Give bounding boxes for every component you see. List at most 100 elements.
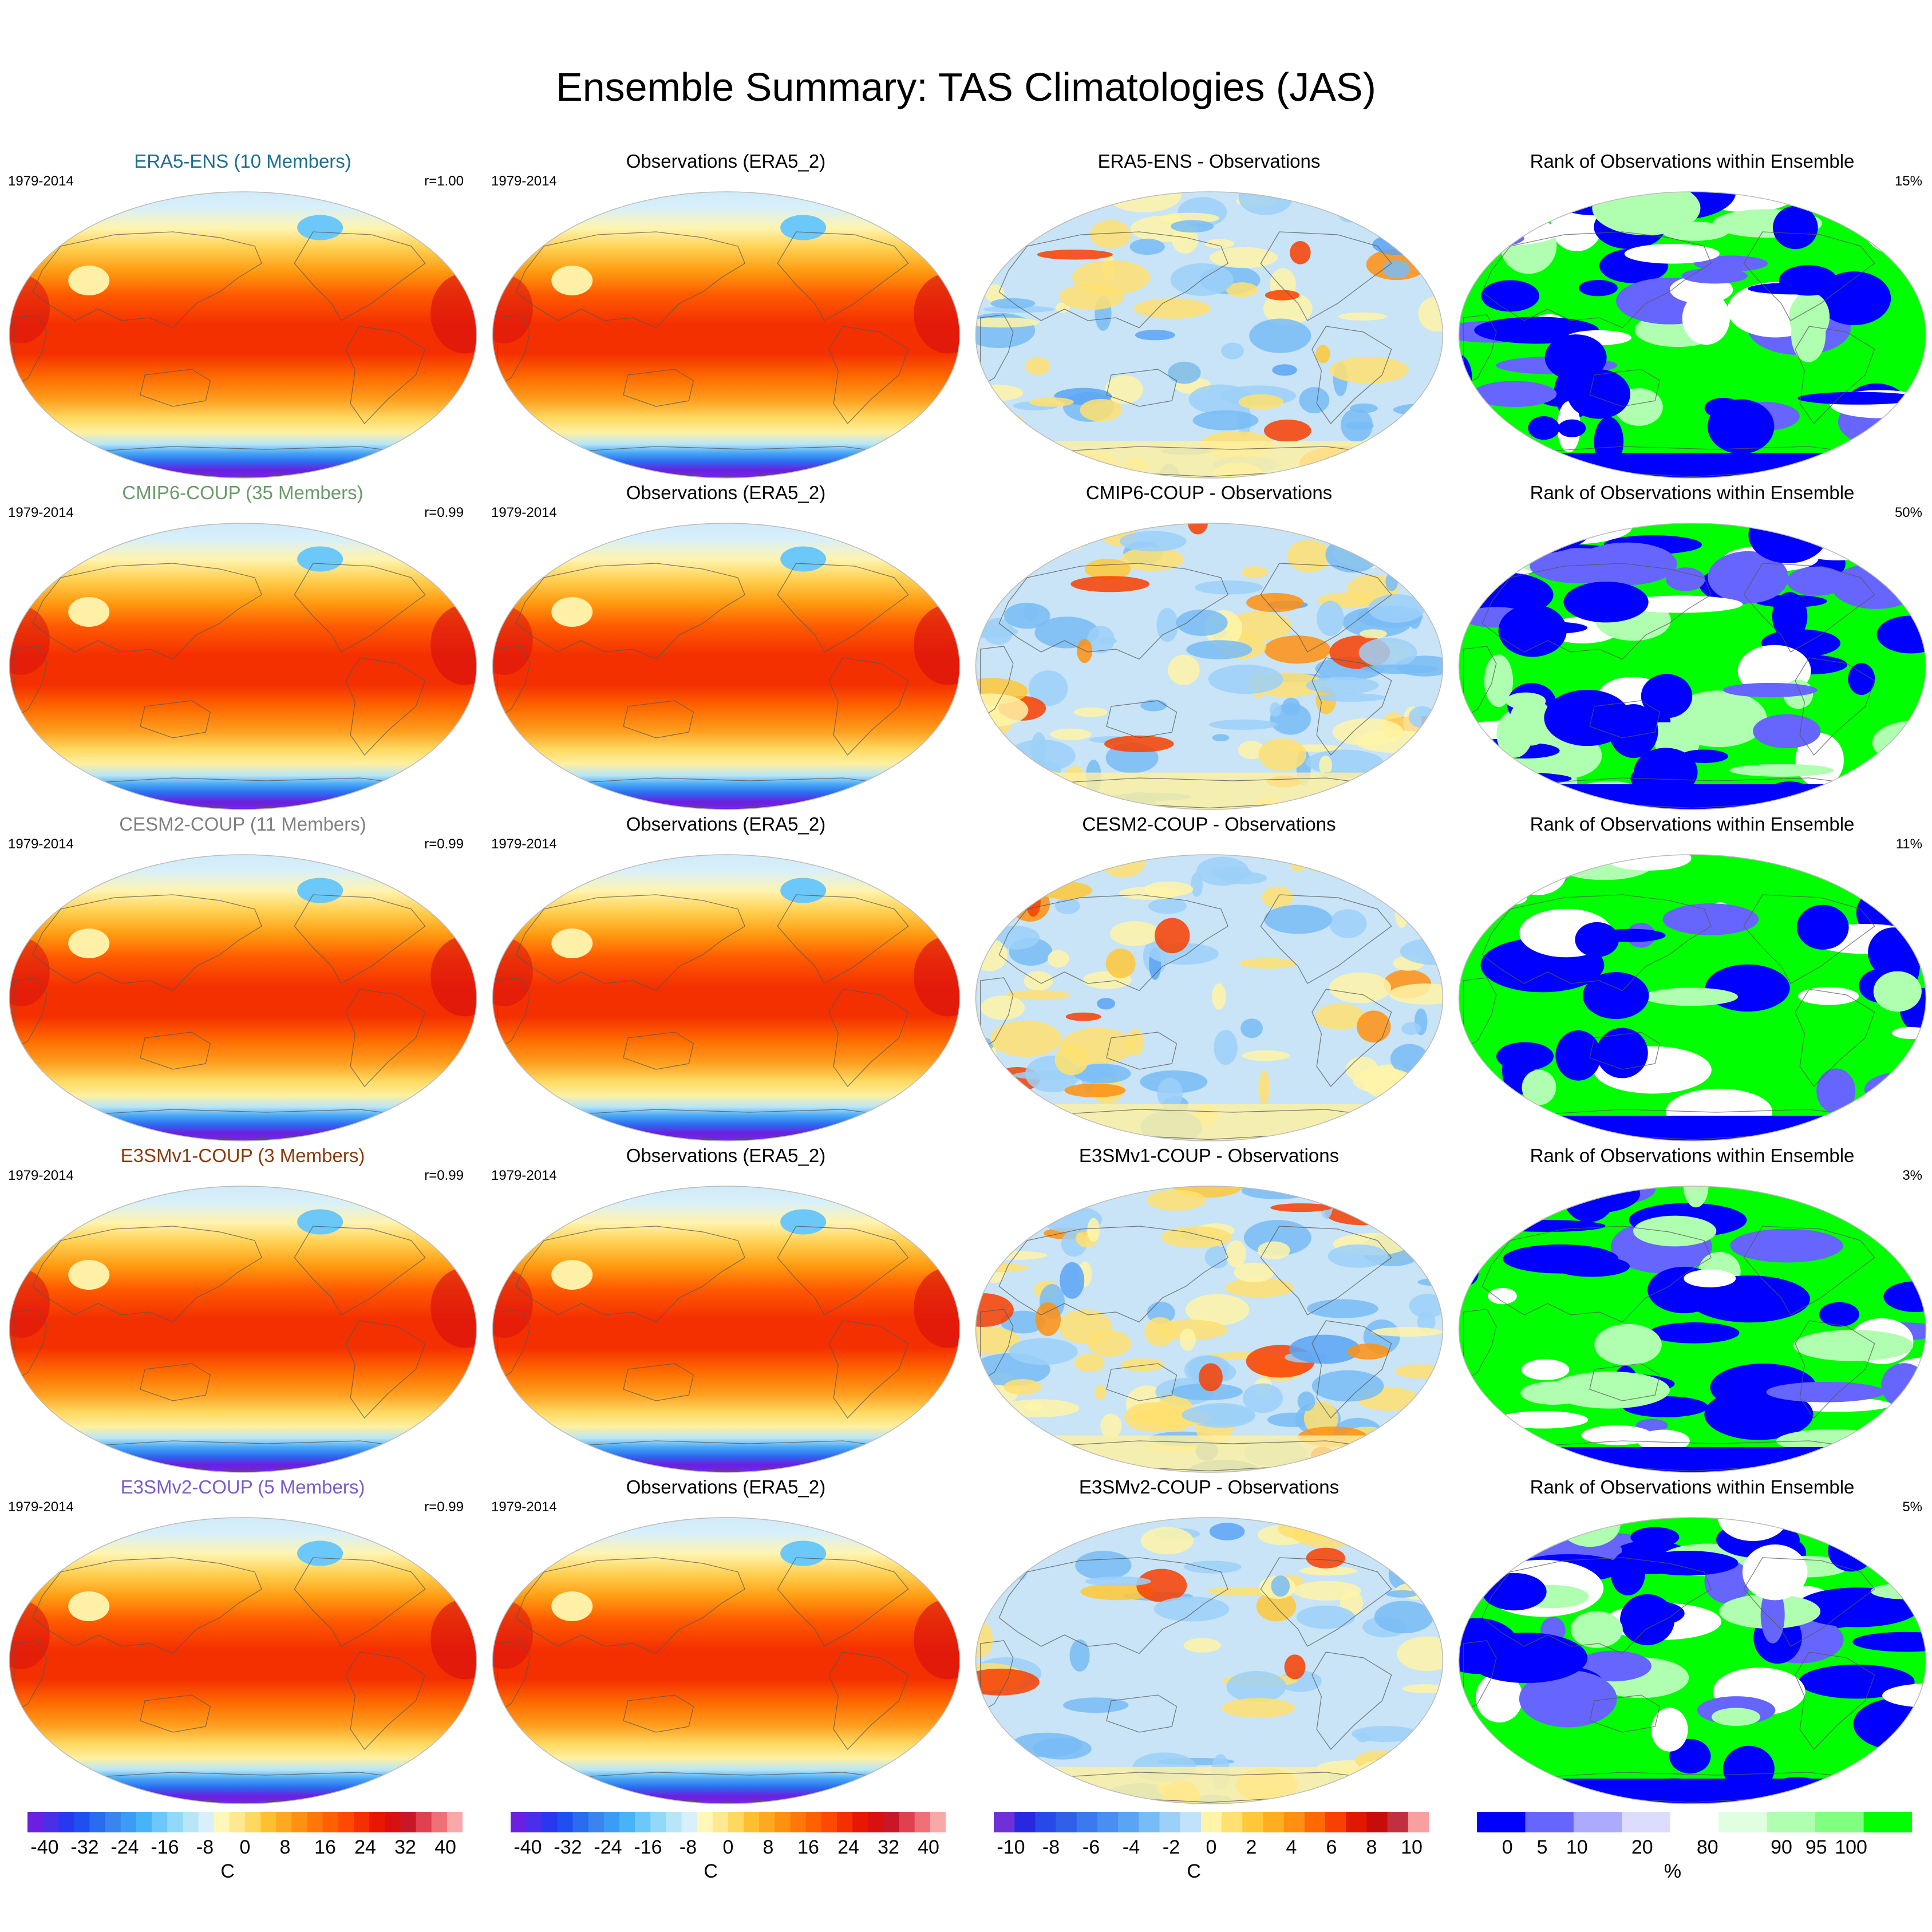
colorbar-swatch xyxy=(1622,1812,1671,1832)
colorbar-swatch xyxy=(369,1812,385,1832)
colorbar-swatch xyxy=(43,1812,59,1832)
colorbar-2: -40 -32 -24 -16 -8 0 8 16 24 32 40 C xyxy=(511,1812,946,1882)
colorbar-swatch xyxy=(899,1812,915,1832)
correlation-label: r=0.99 xyxy=(424,1168,464,1183)
colorbar-tick-label: -24 xyxy=(110,1836,139,1858)
colorbar-3: -10 -8 -6 -4 -2 0 2 4 6 8 10 C xyxy=(994,1812,1429,1882)
colorbar-tick-label: 8 xyxy=(279,1836,291,1858)
panel-title: E3SMv1-COUP - Observations xyxy=(1078,1145,1340,1166)
panel-title: Rank of Observations within Ensemble xyxy=(1530,813,1855,835)
colorbar-swatch xyxy=(307,1812,323,1832)
colorbar-tick-label: 100 xyxy=(1835,1836,1867,1858)
colorbar-tick-label: 0 xyxy=(1206,1836,1217,1858)
colorbar-swatch xyxy=(681,1812,698,1832)
colorbar-swatch xyxy=(198,1812,215,1832)
tas-map xyxy=(492,854,961,1141)
panel-diff-4: E3SMv1-COUP - Observations xyxy=(969,1144,1449,1473)
panel-title: Observations (ERA5_2) xyxy=(626,151,826,172)
colorbar-tick-label: 0 xyxy=(239,1836,251,1858)
correlation-label: r=0.99 xyxy=(424,1499,464,1515)
colorbar-tick-label: -8 xyxy=(679,1836,697,1858)
panel-model-3: CESM2-COUP (11 Members) 1979-2014 r=0.99 xyxy=(2,813,483,1141)
tas-map xyxy=(9,523,477,810)
colorbar-unit-label: C xyxy=(220,1860,235,1882)
rank-percent-label: 50% xyxy=(1894,505,1922,520)
colorbar-swatch xyxy=(89,1812,106,1832)
colorbar-swatch xyxy=(1387,1812,1409,1832)
panel-title: Observations (ERA5_2) xyxy=(626,1476,826,1498)
colorbar-swatch xyxy=(167,1812,183,1832)
colorbar-swatch xyxy=(852,1812,868,1832)
rank-percent-label: 15% xyxy=(1894,173,1922,189)
colorbar-swatch xyxy=(58,1812,74,1832)
colorbar-tick-label: 95 xyxy=(1805,1836,1827,1858)
colorbar-swatch xyxy=(136,1812,152,1832)
panel-title: Rank of Observations within Ensemble xyxy=(1530,151,1855,172)
colorbar-swatch xyxy=(994,1812,1015,1832)
colorbar-swatch xyxy=(1076,1812,1098,1832)
colorbar-swatch xyxy=(821,1812,837,1832)
panel-title: Rank of Observations within Ensemble xyxy=(1530,1145,1855,1166)
colorbar-tick-label: -8 xyxy=(196,1836,214,1858)
colorbar-swatch xyxy=(1525,1812,1574,1832)
correlation-label: r=0.99 xyxy=(424,836,464,852)
colorbar-tick-label: 4 xyxy=(1286,1836,1297,1858)
colorbar-tick-label: 6 xyxy=(1326,1836,1337,1858)
colorbar-swatch xyxy=(744,1812,760,1832)
colorbar-tick-label: 0 xyxy=(1502,1836,1513,1858)
period-label: 1979-2014 xyxy=(8,505,74,520)
colorbar-swatches xyxy=(27,1812,463,1832)
tas-map xyxy=(9,191,477,479)
colorbar-tick-label: -8 xyxy=(1042,1836,1060,1858)
colorbar-swatch xyxy=(431,1812,448,1832)
colorbar-swatch xyxy=(635,1812,651,1832)
panel-title: ERA5-ENS (10 Members) xyxy=(134,151,351,172)
panel-title: CMIP6-COUP - Observations xyxy=(1085,482,1333,503)
colorbar-tick-label: 32 xyxy=(394,1836,416,1858)
colorbar-1: -40 -32 -24 -16 -8 0 8 16 24 32 40 C xyxy=(27,1812,463,1882)
panel-title: Rank of Observations within Ensemble xyxy=(1530,1476,1855,1498)
colorbar-swatch xyxy=(511,1812,527,1832)
colorbar-tick-label: 8 xyxy=(1366,1836,1377,1858)
colorbar-swatch xyxy=(260,1812,276,1832)
colorbar-tick-label: -4 xyxy=(1122,1836,1140,1858)
difference-map xyxy=(975,1186,1444,1473)
rank-percent-label: 11% xyxy=(1895,836,1922,852)
colorbar-swatch xyxy=(588,1812,605,1832)
panel-title: Observations (ERA5_2) xyxy=(626,482,826,503)
colorbar-tick-label: 90 xyxy=(1771,1836,1792,1858)
panel-title: CMIP6-COUP (35 Members) xyxy=(122,482,364,503)
colorbar-tick-label: 32 xyxy=(878,1836,899,1858)
period-label: 1979-2014 xyxy=(491,836,557,852)
colorbar-unit-label: C xyxy=(1187,1860,1201,1882)
panel-rank-2: Rank of Observations within Ensemble 50% xyxy=(1452,481,1932,810)
difference-map xyxy=(975,191,1444,479)
panel-title: E3SMv2-COUP - Observations xyxy=(1078,1476,1340,1498)
colorbar-tick-label: 10 xyxy=(1566,1836,1588,1858)
colorbar-tick-label: -24 xyxy=(594,1836,622,1858)
colorbar-swatch xyxy=(1159,1812,1181,1832)
colorbar-tick-label: 24 xyxy=(837,1836,859,1858)
colorbar-tick-label: -2 xyxy=(1162,1836,1180,1858)
colorbar-swatch xyxy=(183,1812,199,1832)
colorbar-swatch xyxy=(1200,1812,1222,1832)
colorbar-4: 0 5 10 20 80 90 95 100% xyxy=(1477,1812,1912,1882)
rank-percent-label: 5% xyxy=(1902,1499,1922,1515)
difference-map xyxy=(975,523,1444,810)
colorbar-tick-label: -16 xyxy=(151,1836,179,1858)
rank-map xyxy=(1458,191,1927,479)
colorbar-swatch xyxy=(883,1812,900,1832)
colorbar-swatch xyxy=(526,1812,542,1832)
colorbar-swatch xyxy=(276,1812,292,1832)
colorbar-unit-label: C xyxy=(704,1860,718,1882)
tas-map xyxy=(9,1186,477,1473)
colorbar-swatch xyxy=(291,1812,308,1832)
colorbar-swatch xyxy=(416,1812,432,1832)
colorbar-tick-label: 40 xyxy=(434,1836,456,1858)
colorbar-swatch xyxy=(603,1812,620,1832)
colorbar-swatch xyxy=(1325,1812,1346,1832)
colorbar-swatch xyxy=(322,1812,339,1832)
panel-diff-1: ERA5-ENS - Observations xyxy=(969,150,1449,479)
period-label: 1979-2014 xyxy=(491,1168,557,1183)
colorbar-swatch xyxy=(619,1812,635,1832)
